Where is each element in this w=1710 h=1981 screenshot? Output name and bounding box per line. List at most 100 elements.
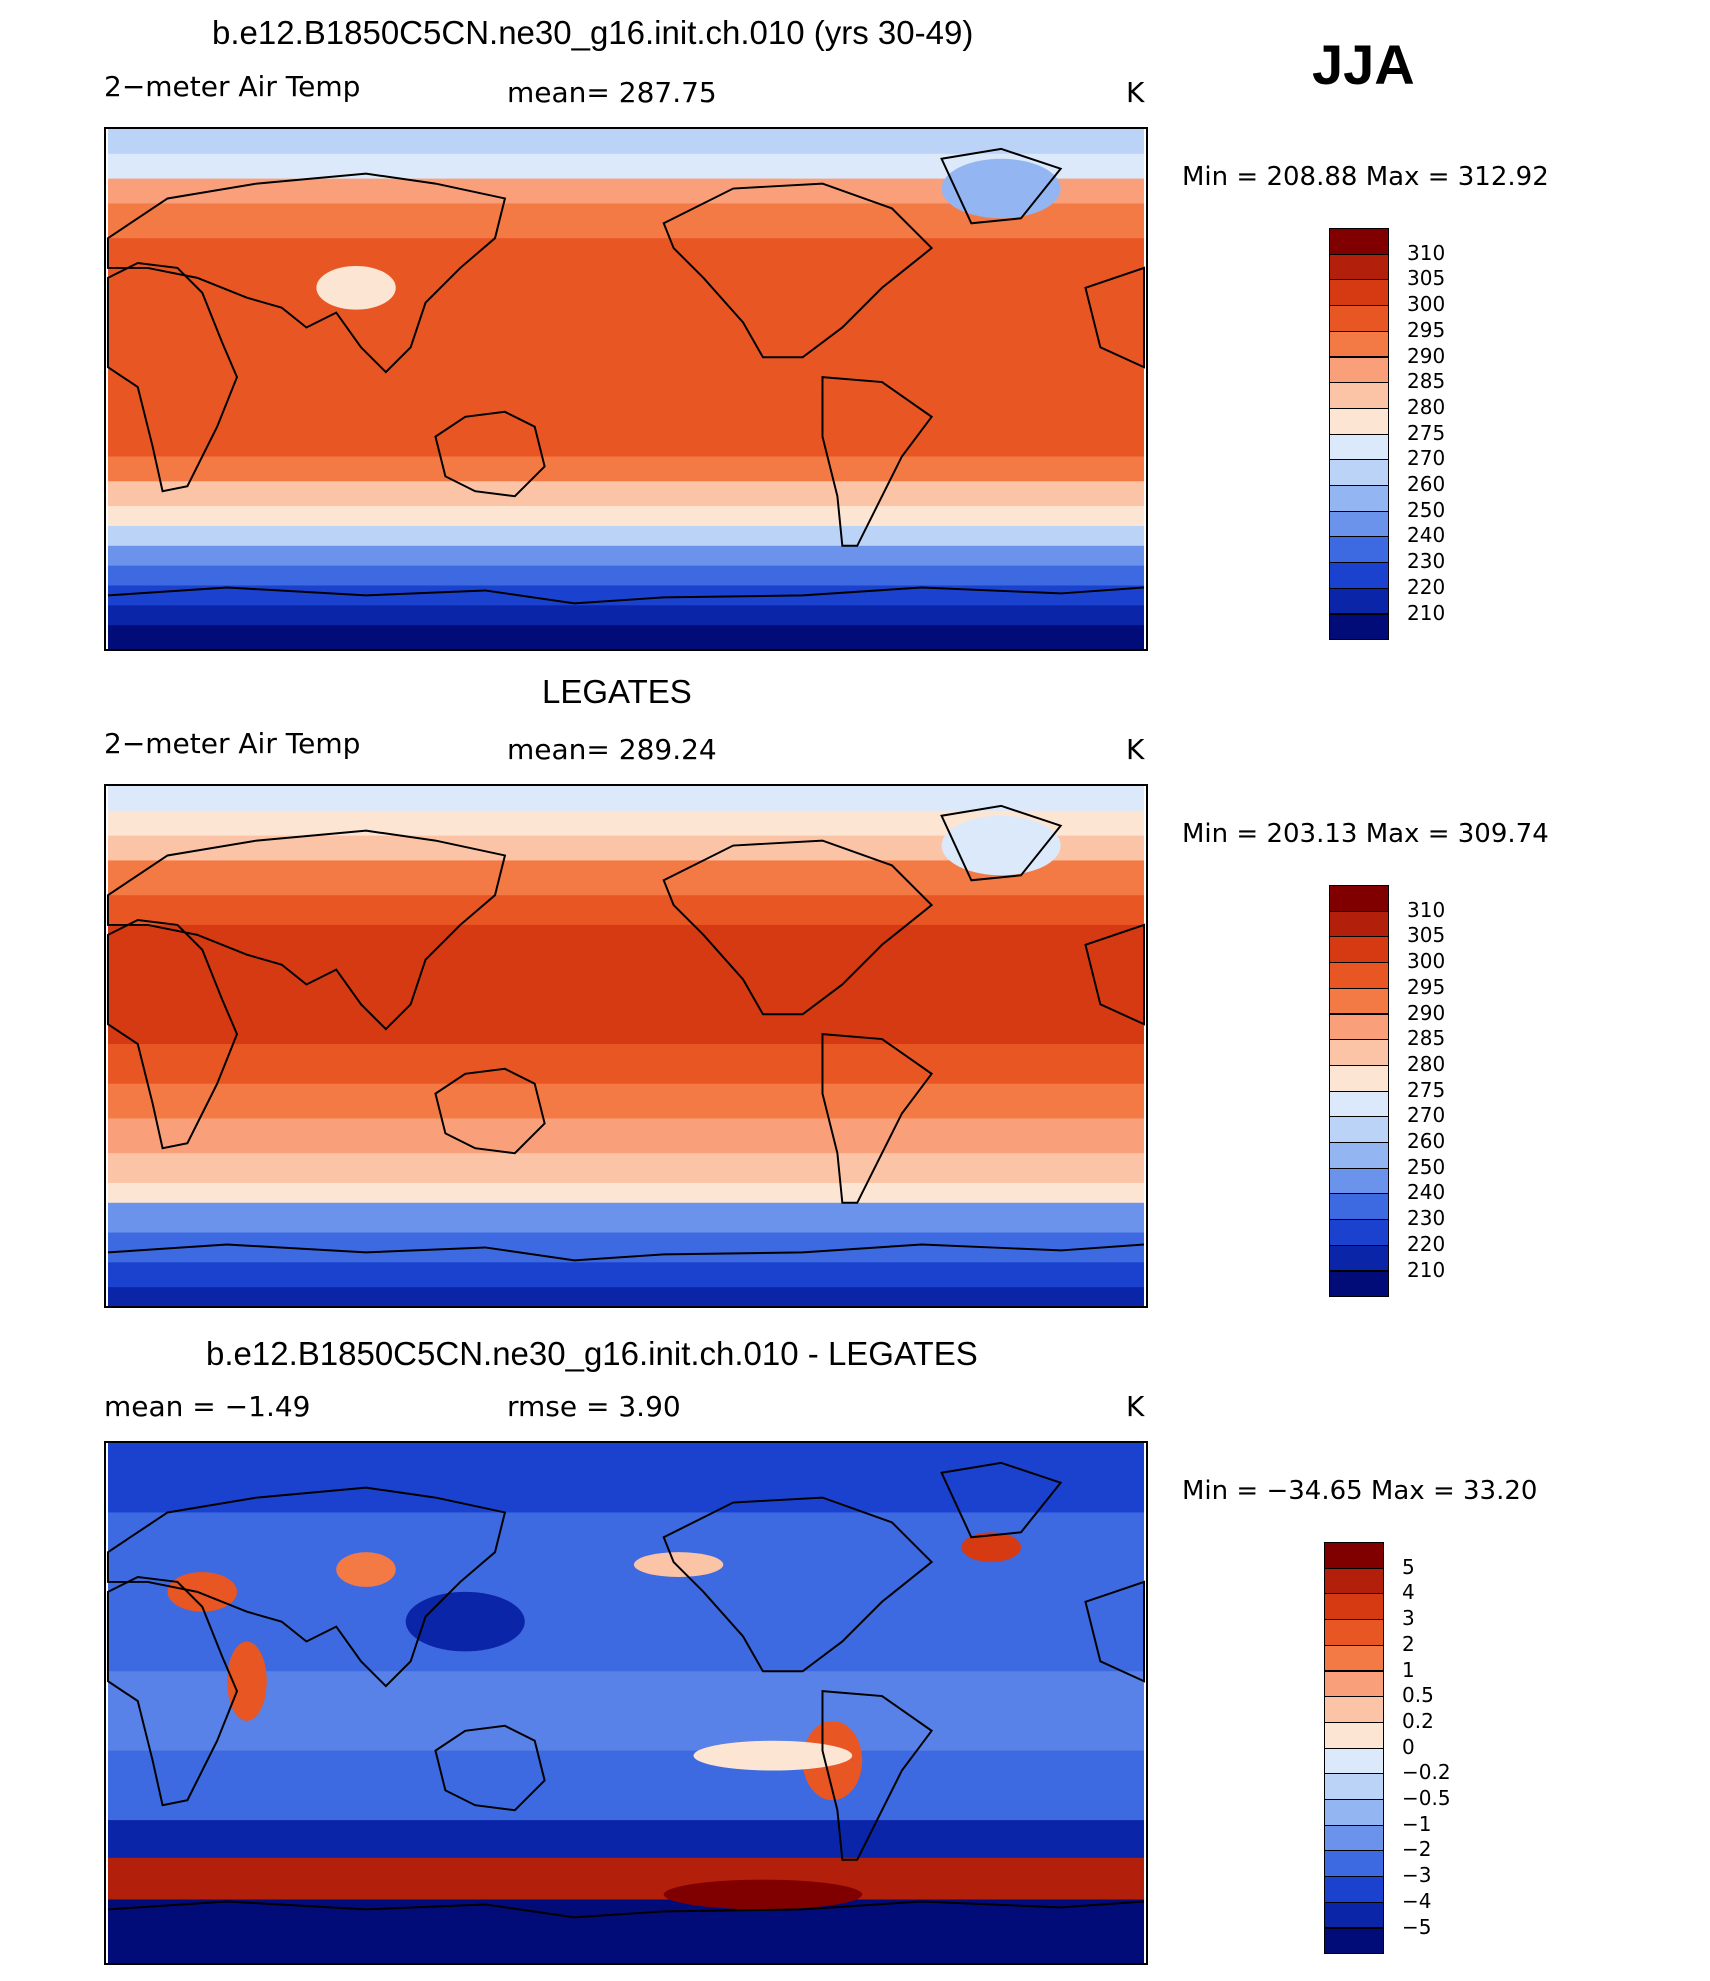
- colorbar-tick-label: 280: [1407, 1051, 1446, 1076]
- colorbar-tick-label: 295: [1407, 974, 1446, 999]
- colorbar-tick-label: 310: [1407, 897, 1446, 922]
- colorbar-swatch: [1329, 1167, 1389, 1195]
- colorbar-swatch: [1329, 1193, 1389, 1221]
- colorbar-tick-label: −5: [1402, 1914, 1432, 1939]
- colorbar-tick-label: 0: [1402, 1734, 1415, 1759]
- panel-1-variable-label: 2−meter Air Temp: [104, 70, 361, 103]
- panel-3-map: [104, 1441, 1148, 1965]
- colorbar-swatch: [1329, 279, 1389, 307]
- colorbar-swatch: [1324, 1542, 1384, 1569]
- colorbar-swatch: [1324, 1799, 1384, 1826]
- colorbar-swatch: [1329, 885, 1389, 912]
- colorbar-tick-label: 240: [1407, 523, 1446, 548]
- colorbar-swatch: [1329, 433, 1389, 461]
- colorbar-tick-label: 5: [1402, 1554, 1415, 1579]
- coastline: [940, 1461, 1063, 1539]
- colorbar-tick-label: 1: [1402, 1657, 1415, 1682]
- colorbar-swatch: [1329, 459, 1389, 486]
- colorbar-swatch: [1324, 1593, 1384, 1621]
- colorbar-swatch: [1324, 1619, 1384, 1646]
- coastline: [940, 147, 1063, 225]
- coastline: [662, 1496, 934, 1673]
- coastline: [940, 804, 1063, 882]
- colorbar-tick-label: 230: [1407, 549, 1446, 574]
- colorbar-swatch: [1329, 228, 1389, 255]
- coastline: [106, 1575, 239, 1807]
- panel-2-minmax: Min = 203.13 Max = 309.74: [1182, 819, 1549, 849]
- colorbar-tick-label: 285: [1407, 369, 1446, 394]
- panel-2-units: K: [1126, 733, 1145, 766]
- colorbar-swatch: [1329, 305, 1389, 332]
- colorbar-swatch: [1324, 1850, 1384, 1878]
- colorbar-swatch: [1329, 330, 1389, 358]
- colorbar-tick-label: 295: [1407, 317, 1446, 342]
- coastline: [821, 1690, 934, 1861]
- panel-2-mean-label: mean= 289.24: [507, 733, 717, 766]
- colorbar-tick-label: 240: [1407, 1180, 1446, 1205]
- colorbar-tick-label: 270: [1407, 1103, 1446, 1128]
- colorbar-tick-label: −1: [1402, 1811, 1432, 1836]
- colorbar-swatch: [1329, 962, 1389, 989]
- colorbar-swatch: [1329, 562, 1389, 589]
- colorbar-tick-label: 305: [1407, 266, 1446, 291]
- coastline: [106, 918, 239, 1150]
- coastline: [1084, 1580, 1146, 1683]
- panel-1-units: K: [1126, 76, 1145, 109]
- colorbar-tick-label: −2: [1402, 1837, 1432, 1862]
- colorbar-swatch: [1329, 1116, 1389, 1143]
- colorbar-swatch: [1324, 1644, 1384, 1672]
- colorbar-tick-label: 310: [1407, 240, 1446, 265]
- colorbar-swatch: [1324, 1773, 1384, 1800]
- colorbar-tick-label: 260: [1407, 1129, 1446, 1153]
- panel-3-minmax: Min = −34.65 Max = 33.20: [1182, 1476, 1538, 1506]
- colorbar-swatch: [1329, 253, 1389, 281]
- panel-1-mean-label: mean= 287.75: [507, 76, 717, 109]
- coastline: [1084, 923, 1146, 1026]
- colorbar-tick-label: 220: [1407, 1231, 1446, 1256]
- coastline: [107, 1243, 1145, 1262]
- coastline: [434, 1724, 546, 1812]
- colorbar-swatch: [1329, 936, 1389, 964]
- panel-2-title: LEGATES: [542, 673, 692, 710]
- coastline: [107, 586, 1145, 605]
- colorbar-swatch: [1329, 356, 1389, 384]
- colorbar-tick-label: 210: [1407, 1257, 1446, 1282]
- colorbar-tick-label: 250: [1407, 497, 1446, 522]
- colorbar-tick-label: 285: [1407, 1026, 1446, 1051]
- colorbar-tick-label: 280: [1407, 394, 1446, 419]
- colorbar-tick-label: 290: [1407, 1000, 1446, 1025]
- panel-3-mean-label: mean = −1.49: [104, 1390, 311, 1423]
- panel-1-minmax: Min = 208.88 Max = 312.92: [1182, 162, 1549, 192]
- colorbar-swatch: [1329, 407, 1389, 435]
- colorbar-swatch: [1324, 1696, 1384, 1723]
- colorbar-tick-label: 220: [1407, 574, 1446, 599]
- colorbar-swatch: [1329, 1270, 1389, 1298]
- colorbar-tick-label: 300: [1407, 292, 1446, 317]
- colorbar-swatch: [1329, 587, 1389, 615]
- colorbar-swatch: [1329, 382, 1389, 409]
- season-label: JJA: [1312, 33, 1415, 96]
- colorbar-swatch: [1324, 1747, 1384, 1775]
- coastline: [434, 410, 546, 498]
- coastline: [662, 182, 934, 359]
- colorbar-swatch: [1329, 536, 1389, 564]
- colorbar-tick-label: 305: [1407, 923, 1446, 948]
- colorbar-swatch: [1324, 1876, 1384, 1903]
- colorbar-swatch: [1329, 987, 1389, 1015]
- colorbar-swatch: [1324, 1670, 1384, 1698]
- colorbar-tick-label: 0.2: [1402, 1708, 1434, 1733]
- panel-2-variable-label: 2−meter Air Temp: [104, 727, 361, 760]
- colorbar-tick-label: 230: [1407, 1206, 1446, 1231]
- coastline: [106, 261, 239, 493]
- coastline: [107, 1900, 1145, 1919]
- colorbar-swatch: [1329, 1013, 1389, 1041]
- colorbar-tick-label: 300: [1407, 949, 1446, 974]
- colorbar-tick-label: 0.5: [1402, 1683, 1434, 1708]
- colorbar-tick-label: 290: [1407, 343, 1446, 368]
- colorbar-tick-label: −4: [1402, 1888, 1432, 1913]
- colorbar-swatch: [1324, 1721, 1384, 1749]
- colorbar-swatch: [1329, 1244, 1389, 1272]
- colorbar-swatch: [1324, 1901, 1384, 1929]
- colorbar-swatch: [1329, 1090, 1389, 1118]
- colorbar-swatch: [1329, 1064, 1389, 1092]
